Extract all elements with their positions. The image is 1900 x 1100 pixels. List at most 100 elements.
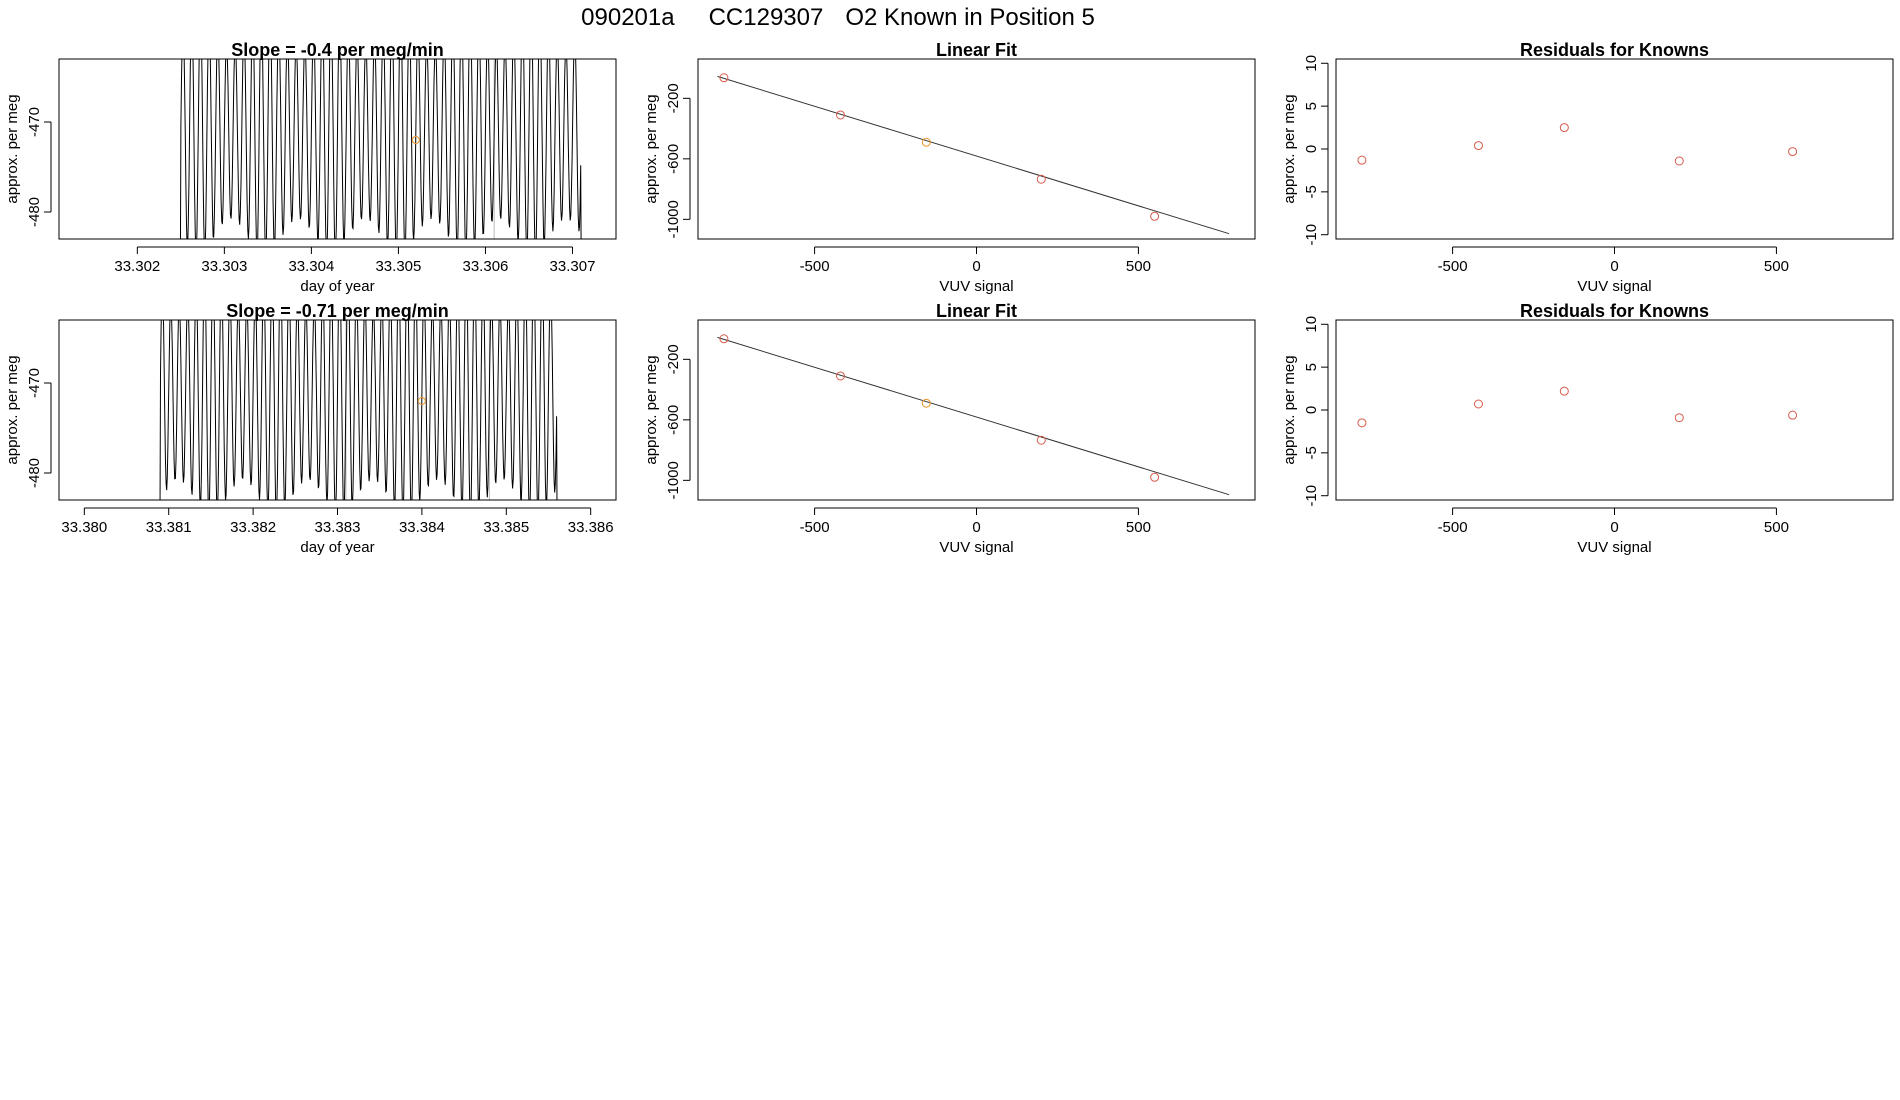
x-tick-label: 33.382 [230,519,276,536]
x-tick-label: 33.381 [146,519,192,536]
chart-panel-resid2: Residuals for Knowns -500 0 500 VUV signal 10… [1281,301,1894,556]
x-axis-label: VUV signal [1577,278,1651,295]
data-point [1559,386,1569,396]
chart-title: Slope = -0.71 per meg/min [226,301,449,321]
data-point [1036,435,1046,445]
x-tick-label: 33.307 [550,258,596,275]
y-tick-label: -480 [26,197,43,227]
chart-title: Linear Fit [936,40,1017,60]
plot-frame [697,319,1256,501]
y-tick-label: 10 [1303,55,1320,72]
x-tick-label: -500 [800,258,830,275]
data-point [1788,410,1798,420]
data-point [1473,141,1483,151]
y-axis-label: approx. per meg [643,94,660,203]
x-tick-label: 33.305 [375,258,421,275]
x-tick-label: 33.380 [61,519,107,536]
data-point [1559,123,1569,133]
trace-marker-point [417,397,426,405]
y-tick-label: -200 [665,344,682,374]
x-tick-label: 33.383 [315,519,361,536]
plot-frame [58,319,617,501]
chart-title: Residuals for Knowns [1520,40,1709,60]
y-tick-label: -600 [665,144,682,174]
x-axis-label: day of year [300,278,374,295]
y-tick-label: -470 [26,368,43,398]
y-tick-label: 0 [1303,406,1320,414]
data-point [1357,418,1367,428]
x-tick-label: 33.303 [201,258,247,275]
figure-title-run: 090201a [581,4,675,31]
y-axis-label: approx. per meg [4,94,21,203]
figure-title-label: O2 Known in Position 5 [845,4,1094,31]
linear-fit-line [717,336,1230,496]
data-point [1788,147,1798,157]
x-tick-label: 500 [1126,258,1151,275]
data-point [835,371,845,381]
chart-panel-trace1: Slope = -0.4 per meg/min 33.302 33.303 33.3… [4,40,617,295]
y-axis-label: approx. per meg [1281,94,1298,203]
chart-data-layer [159,320,558,500]
y-tick-label: -10 [1303,485,1320,507]
y-tick-label: -1000 [665,461,682,499]
x-tick-label: -500 [1438,258,1468,275]
data-point [1357,155,1367,165]
y-tick-label: -600 [665,405,682,435]
y-tick-label: -5 [1303,185,1320,198]
y-tick-label: 5 [1303,102,1320,110]
figure-title-tank: CC129307 [709,4,824,31]
data-point [921,137,931,147]
data-point [1674,156,1684,166]
y-axis-label: approx. per meg [643,355,660,464]
x-tick-label: 33.386 [568,519,614,536]
data-point [719,73,729,83]
chart-data-layer [179,59,582,239]
data-point [835,110,845,120]
data-point [1473,399,1483,409]
x-axis-label: VUV signal [1577,539,1651,556]
x-tick-label: 500 [1126,519,1151,536]
trace-marker-point [411,136,420,144]
data-point [1674,413,1684,423]
plot-frame [1335,319,1894,501]
y-tick-label: 5 [1303,363,1320,371]
x-tick-label: 0 [972,258,980,275]
plot-frame [697,58,1256,240]
linear-fit-line [717,75,1230,235]
data-point [1150,472,1160,482]
x-tick-label: 33.384 [399,519,445,536]
chart-data-layer [1357,386,1798,428]
x-tick-label: 33.302 [114,258,160,275]
x-tick-label: 0 [1610,519,1618,536]
chart-data-layer [717,334,1230,496]
x-axis-label: day of year [300,539,374,556]
chart-panel-linfit2: Linear Fit -500 0 500 VUV signal -200 -600 -100… [643,301,1256,556]
chart-data-layer [717,73,1230,235]
x-tick-label: 33.304 [288,258,334,275]
figure-title: 090201a CC129307 O2 Known in Position 5 [581,4,1095,31]
x-tick-label: -500 [1438,519,1468,536]
chart-title: Slope = -0.4 per meg/min [231,40,444,60]
y-axis-label: approx. per meg [4,355,21,464]
y-tick-label: 10 [1303,316,1320,333]
x-tick-label: 500 [1764,519,1789,536]
plot-frame [1335,58,1894,240]
data-point [921,398,931,408]
y-axis-label: approx. per meg [1281,355,1298,464]
data-point [1036,174,1046,184]
x-tick-label: 0 [972,519,980,536]
y-tick-label: -200 [665,83,682,113]
x-tick-label: -500 [800,519,830,536]
chart-panel-linfit1: Linear Fit -500 0 500 VUV signal -200 -600 -100… [643,40,1256,295]
x-tick-label: 500 [1764,258,1789,275]
chart-title: Residuals for Knowns [1520,301,1709,321]
y-tick-label: 0 [1303,145,1320,153]
data-point [719,334,729,344]
y-tick-label: -480 [26,458,43,488]
signal-trace-line [179,59,582,239]
x-axis-label: VUV signal [939,278,1013,295]
chart-title: Linear Fit [936,301,1017,321]
x-tick-label: 0 [1610,258,1618,275]
plot-frame [58,58,617,240]
y-tick-label: -10 [1303,224,1320,246]
